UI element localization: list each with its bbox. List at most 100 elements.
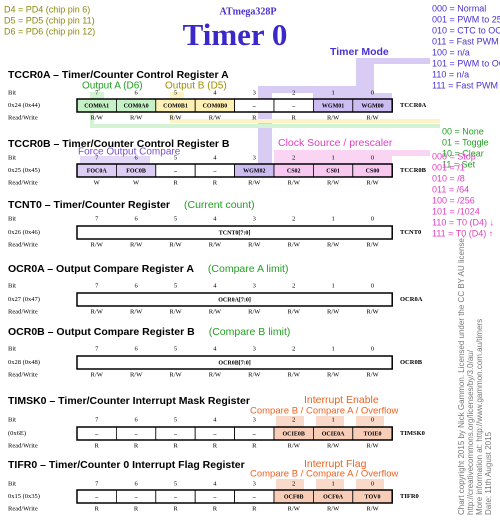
access: R	[213, 505, 218, 512]
access: R/W	[130, 371, 143, 378]
option: 100 = n/a	[432, 47, 470, 57]
option: 111 = Fast PWM to OCR0A	[432, 80, 500, 90]
ie-band	[276, 416, 304, 427]
address: 0x26 (0x46)	[8, 229, 40, 236]
cell-label: –	[134, 431, 139, 437]
access: R	[252, 505, 257, 512]
option: 100 = /256	[432, 195, 475, 205]
option: 011 = Fast PWM to 255	[432, 36, 500, 46]
credit: Chart copyright 2015 by Nick Gammon. Lic…	[457, 236, 466, 515]
access: R/W	[248, 241, 261, 248]
timer-mode-band	[374, 58, 430, 64]
output-a-band	[90, 112, 94, 126]
access: R/W	[248, 371, 261, 378]
bit-number: 7	[95, 154, 99, 161]
option: 001 = /1	[432, 162, 465, 172]
cell-label: TCNT0[7:0]	[219, 230, 251, 236]
bit-number: 6	[134, 215, 138, 222]
register-title: OCR0B – Output Compare Register B	[8, 326, 195, 338]
access: R/W	[248, 179, 261, 186]
access: R	[173, 442, 178, 449]
bit-number: 3	[253, 345, 256, 352]
cell-label: COM0A1	[84, 103, 109, 109]
access: R	[213, 442, 218, 449]
rw-label: Read/Write	[8, 505, 38, 512]
access: R/W	[248, 308, 261, 315]
output-a-band	[90, 124, 440, 128]
register-title: TIMSK0 – Timer/Counter Interrupt Mask Re…	[8, 395, 250, 407]
bit-number: 3	[253, 480, 256, 487]
cell-label: –	[94, 494, 99, 500]
register-name: OCR0B	[400, 359, 423, 366]
option: 111 = T0 (D4) ↑	[432, 228, 493, 238]
register-frame	[76, 426, 393, 441]
access: R	[252, 442, 257, 449]
access: R/W	[366, 308, 379, 315]
address: 0x15 (0x35)	[8, 493, 40, 500]
bit-number: 4	[213, 215, 217, 222]
bit-number: 0	[371, 89, 374, 96]
bit-number: 2	[292, 154, 295, 161]
access: R/W	[327, 442, 340, 449]
register-name: TIMSK0	[400, 430, 425, 437]
cell-label: –	[134, 494, 139, 500]
bit-number: 6	[134, 154, 138, 161]
address: 0x24 (0x44)	[8, 102, 40, 109]
timer-mode-label: Timer Mode	[330, 46, 389, 58]
bit-number: 1	[331, 480, 334, 487]
rw-label: Read/Write	[8, 241, 38, 248]
bit-number: 0	[371, 480, 374, 487]
register-note: (Compare B limit)	[209, 326, 291, 338]
bit-number: 1	[331, 215, 334, 222]
if-band	[356, 479, 384, 490]
option: 001 = PWM to 255	[432, 14, 500, 24]
bit-number: 4	[213, 416, 217, 423]
output-b-band	[170, 92, 184, 99]
rw-label: Read/Write	[8, 114, 38, 121]
force-label: Force Output Compare	[78, 147, 181, 158]
register-name: OCR0A	[400, 296, 423, 303]
option: 00 = None	[442, 126, 484, 136]
access: R/W	[288, 179, 301, 186]
option: 110 = T0 (D4) ↓	[432, 217, 494, 227]
force-band	[80, 156, 150, 164]
option: 10 = Clear	[442, 148, 484, 158]
cell-label: COM0B1	[163, 103, 188, 109]
cell-label: OCR0A[7:0]	[218, 297, 251, 303]
rw-label: Read/Write	[8, 371, 38, 378]
access: R/W	[366, 442, 379, 449]
bit-label: Bit	[8, 480, 16, 487]
bit-number: 6	[134, 282, 138, 289]
cell-label: COM0A0	[124, 103, 149, 109]
bit-number: 7	[95, 480, 99, 487]
bit-number: 3	[253, 282, 256, 289]
cell-label: –	[173, 494, 178, 500]
cell-label: CS01	[326, 168, 340, 174]
access: R/W	[288, 505, 301, 512]
access: R/W	[288, 371, 301, 378]
credit: More information at: http://www.gammon.c…	[475, 319, 484, 515]
access: R	[95, 442, 100, 449]
access: R/W	[288, 308, 301, 315]
access: R/W	[169, 371, 182, 378]
bit-number: 4	[213, 345, 217, 352]
clock-band	[392, 150, 430, 156]
access: W	[94, 179, 101, 186]
cell-label: –	[94, 431, 99, 437]
option: 000 = Stop	[432, 151, 476, 161]
rw-label: Read/Write	[8, 442, 38, 449]
access: R/W	[366, 371, 379, 378]
access: R	[252, 114, 257, 121]
bit-number: 4	[213, 480, 217, 487]
output-b-band	[170, 119, 440, 123]
ie-band	[356, 416, 384, 427]
bit-number: 5	[174, 416, 177, 423]
bit-number: 3	[253, 416, 256, 423]
ie-label: Interrupt Enable	[304, 394, 379, 406]
bit-number: 4	[213, 154, 217, 161]
cell-label: –	[252, 494, 257, 500]
access: R/W	[169, 308, 182, 315]
bit-number: 3	[253, 89, 256, 96]
access: W	[133, 179, 140, 186]
bit-number: 6	[134, 416, 138, 423]
